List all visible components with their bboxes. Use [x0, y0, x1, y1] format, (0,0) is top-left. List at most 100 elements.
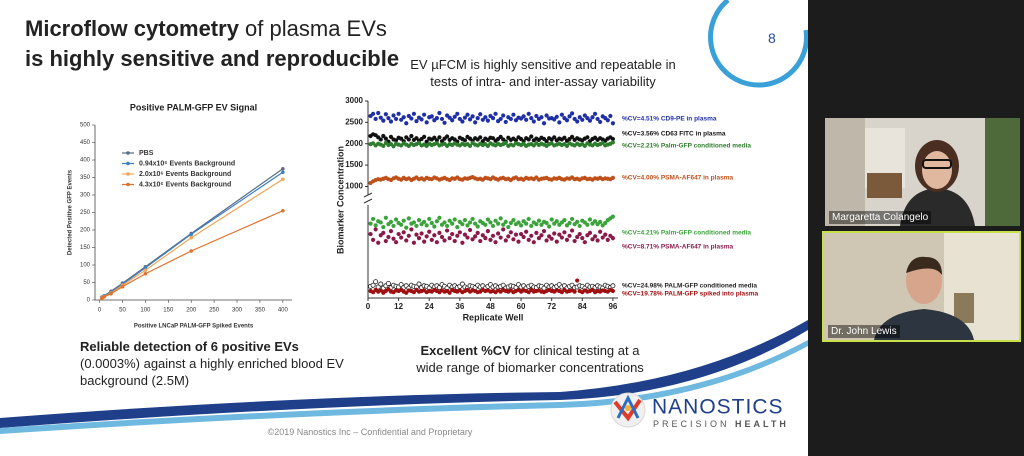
- data-point: [442, 220, 447, 225]
- x-tick-label: 200: [186, 308, 197, 314]
- data-point: [388, 219, 394, 224]
- data-point: [490, 115, 496, 121]
- right-note: Excellent %CV for clinical testing at a …: [410, 342, 650, 376]
- right-heading: EV µFCM is highly sensitive and repeatab…: [410, 57, 676, 89]
- data-point: [381, 230, 386, 235]
- data-point: [409, 116, 414, 121]
- x-tick-label: 50: [119, 308, 126, 314]
- y-tick-label: 400: [80, 158, 91, 164]
- series-label: %CV=4.00% PSMA-AF647 in plasma: [622, 175, 733, 182]
- data-point: [536, 218, 542, 223]
- data-point: [526, 237, 531, 242]
- data-point: [189, 235, 194, 240]
- left-note: Reliable detection of 6 positive EVs (0.0…: [80, 338, 350, 389]
- y-tick-label: 1000: [345, 182, 363, 191]
- data-point: [562, 230, 567, 235]
- data-point: [585, 135, 590, 140]
- data-point: [406, 233, 411, 238]
- participant-name: Margaretta Colangelo: [829, 211, 932, 224]
- data-point: [455, 111, 460, 116]
- data-point: [552, 231, 557, 236]
- data-point: [457, 230, 462, 235]
- data-point: [432, 233, 437, 238]
- data-point: [575, 234, 580, 240]
- y-tick-label: 1500: [345, 160, 363, 169]
- data-point: [414, 223, 419, 229]
- data-point: [485, 118, 490, 123]
- data-point: [120, 284, 125, 289]
- data-point: [544, 139, 549, 144]
- series-label: %CV=3.56% CD63 FITC in plasma: [622, 131, 726, 138]
- data-point: [422, 134, 427, 139]
- data-point: [544, 238, 549, 243]
- data-point: [536, 236, 542, 241]
- data-point: [506, 224, 511, 230]
- data-point: [439, 139, 445, 144]
- data-point: [493, 218, 498, 223]
- data-point: [485, 229, 490, 234]
- data-point: [143, 271, 148, 276]
- footer: ©2019 Nanostics Inc – Confidential and P…: [267, 427, 473, 437]
- data-point: [411, 111, 417, 116]
- data-point: [404, 238, 409, 243]
- data-point: [503, 219, 508, 224]
- data-point: [381, 224, 386, 230]
- data-point: [437, 230, 442, 235]
- data-point: [396, 231, 401, 237]
- data-point: [572, 289, 577, 294]
- logo-tagline: PRECISION HEALTH: [653, 419, 789, 429]
- data-point: [496, 221, 501, 226]
- data-point: [521, 234, 526, 240]
- data-point: [569, 216, 575, 222]
- data-point: [102, 295, 106, 299]
- video-tile: Margaretta Colangelo: [825, 118, 1020, 226]
- data-point: [598, 119, 603, 125]
- data-point: [416, 218, 422, 223]
- data-point: [450, 118, 455, 123]
- data-point: [437, 110, 442, 116]
- data-point: [391, 113, 396, 118]
- data-point: [478, 135, 483, 140]
- data-point: [143, 268, 148, 273]
- data-point: [490, 136, 496, 141]
- data-point: [562, 218, 567, 223]
- x-tick-label: 0: [98, 308, 102, 314]
- swoosh: [0, 340, 808, 434]
- data-point: [518, 231, 524, 237]
- data-point: [424, 234, 429, 239]
- note-bold: Reliable detection of 6 positive EVs: [80, 339, 299, 354]
- data-point: [401, 115, 406, 120]
- data-point: [587, 217, 593, 222]
- data-point: [414, 232, 419, 237]
- data-point: [462, 218, 468, 223]
- data-point: [467, 143, 473, 148]
- data-point: [577, 231, 582, 237]
- legend-label: PBS: [139, 150, 154, 157]
- data-point: [386, 234, 391, 240]
- data-point: [383, 238, 388, 244]
- data-point: [590, 237, 595, 242]
- data-point: [585, 115, 590, 121]
- data-point: [526, 137, 531, 142]
- data-point: [610, 121, 615, 126]
- data-point: [498, 116, 503, 122]
- data-point: [109, 291, 113, 296]
- y-axis-label: Detected Positive GFP Events: [68, 169, 74, 255]
- data-point: [541, 121, 547, 126]
- data-point: [409, 227, 414, 232]
- y-tick-label: 0: [87, 298, 91, 304]
- data-point: [610, 140, 615, 145]
- data-point: [414, 136, 419, 141]
- data-point: [373, 223, 378, 228]
- data-point: [460, 222, 465, 227]
- slide-graphics: NANOSTICS PRECISION HEALTH: [0, 0, 808, 434]
- data-point: [483, 115, 488, 120]
- x-tick-label: 0: [366, 302, 371, 311]
- axis-break: [363, 192, 373, 204]
- data-point: [383, 136, 388, 141]
- data-point: [465, 223, 470, 228]
- data-point: [371, 216, 376, 222]
- data-point: [587, 118, 593, 123]
- data-point: [378, 281, 384, 287]
